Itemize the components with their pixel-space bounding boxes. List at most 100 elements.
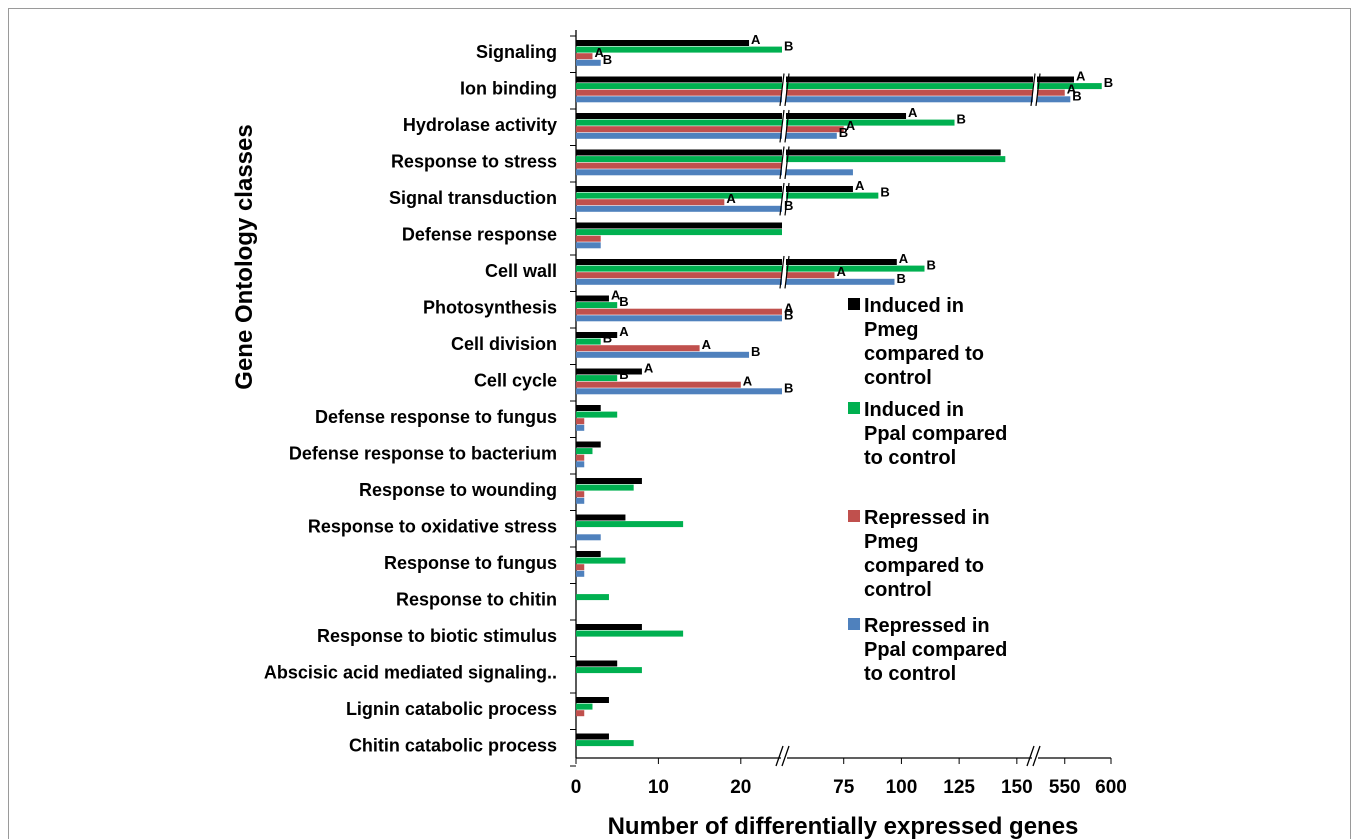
category-label: Cell division	[451, 334, 557, 354]
bar-0	[576, 76, 1074, 83]
bar-0	[576, 295, 609, 302]
legend-label: Ppal compared	[864, 423, 1007, 445]
bar-3	[576, 205, 782, 212]
axis-break-gap	[1032, 755, 1038, 761]
significance-label: A	[594, 45, 604, 60]
significance-label: B	[896, 271, 905, 286]
significance-label: A	[743, 374, 753, 389]
bar-1	[576, 375, 618, 382]
legend-label: compared to	[864, 343, 984, 365]
category-label: Signal transduction	[389, 188, 557, 208]
significance-label: B	[619, 294, 628, 309]
bar-2	[576, 199, 725, 206]
bar-break-gap	[782, 185, 786, 214]
significance-label: A	[846, 118, 856, 133]
significance-label: B	[619, 367, 628, 382]
bar-0	[576, 405, 601, 411]
bar-0	[576, 660, 618, 667]
bar-break-mark	[1035, 73, 1041, 106]
bar-2	[576, 454, 585, 461]
bar-1	[576, 630, 684, 637]
significance-label: B	[1104, 75, 1113, 90]
bar-3	[576, 461, 585, 468]
bar-3	[576, 315, 782, 322]
bar-3	[576, 242, 601, 249]
legend-label: to control	[864, 447, 956, 469]
bar-2	[576, 89, 1065, 96]
bar-1	[576, 156, 1006, 163]
category-label: Signaling	[476, 42, 557, 62]
bar-1	[576, 448, 593, 455]
bar-break-gap	[1033, 75, 1037, 104]
bar-2	[576, 126, 844, 133]
significance-label: A	[1067, 82, 1077, 97]
category-label: Response to biotic stimulus	[317, 626, 557, 646]
bar-2	[576, 381, 741, 388]
significance-label: A	[855, 178, 865, 193]
bar-break-gap	[782, 112, 786, 141]
legend-swatch	[848, 510, 860, 522]
bar-3	[576, 497, 585, 504]
bar-1	[576, 484, 634, 491]
significance-label: B	[784, 380, 793, 395]
legend-swatch	[848, 402, 860, 414]
legend-swatch	[848, 298, 860, 310]
significance-label: A	[1076, 69, 1086, 84]
legend-label: Induced in	[864, 399, 964, 421]
bar-break-mark	[784, 146, 790, 179]
bar-break-mark	[779, 73, 785, 106]
significance-label: B	[927, 258, 936, 273]
bar-break-mark	[784, 109, 790, 143]
legend-label: compared to	[864, 555, 984, 577]
bar-2	[576, 345, 700, 352]
category-label: Response to wounding	[359, 480, 557, 500]
legend-label: control	[864, 579, 932, 601]
bar-3	[576, 278, 895, 285]
x-tick-label: 550	[1049, 777, 1081, 798]
significance-label: B	[603, 52, 612, 67]
significance-label: B	[784, 307, 793, 322]
bar-0	[576, 113, 907, 119]
bar-0	[576, 186, 853, 192]
bar-0	[576, 259, 897, 265]
category-label: Defense response to bacterium	[289, 444, 557, 464]
bar-0	[576, 441, 601, 448]
x-axis-title: Number of differentially expressed genes	[608, 813, 1079, 839]
legend-swatch	[848, 618, 860, 630]
axis-break-mark	[781, 745, 790, 767]
legend-label: Pmeg	[864, 319, 918, 341]
bar-2	[576, 491, 585, 498]
axis-break-mark	[1026, 745, 1035, 767]
legend-label: Pmeg	[864, 531, 918, 553]
bar-0	[576, 368, 642, 375]
bar-break-mark	[779, 109, 785, 143]
bar-3	[576, 388, 782, 395]
bar-3	[576, 570, 585, 577]
legend-label: Induced in	[864, 295, 964, 317]
bar-1	[576, 338, 601, 345]
significance-label: A	[751, 32, 761, 47]
x-tick-label: 150	[1001, 777, 1033, 798]
significance-label: A	[644, 361, 654, 376]
bar-0	[576, 222, 782, 229]
bar-1	[576, 46, 782, 53]
bar-0	[576, 697, 609, 703]
bar-break-mark	[779, 255, 785, 289]
category-label: Defense response to fungus	[315, 407, 557, 427]
significance-label: B	[784, 39, 793, 54]
bar-1	[576, 557, 626, 564]
x-tick-label: 20	[730, 777, 751, 798]
significance-label: B	[751, 344, 760, 359]
bar-1	[576, 119, 955, 126]
significance-label: A	[899, 251, 909, 266]
legend-label: Repressed in	[864, 507, 990, 529]
category-label: Hydrolase activity	[403, 115, 557, 135]
bar-1	[576, 521, 684, 528]
bar-0	[576, 478, 642, 484]
category-label: Response to chitin	[396, 590, 557, 610]
bar-1	[576, 83, 1102, 90]
bar-3	[576, 534, 601, 541]
category-label: Lignin catabolic process	[346, 699, 557, 719]
category-label: Defense response	[402, 225, 557, 245]
bar-3	[576, 169, 853, 176]
